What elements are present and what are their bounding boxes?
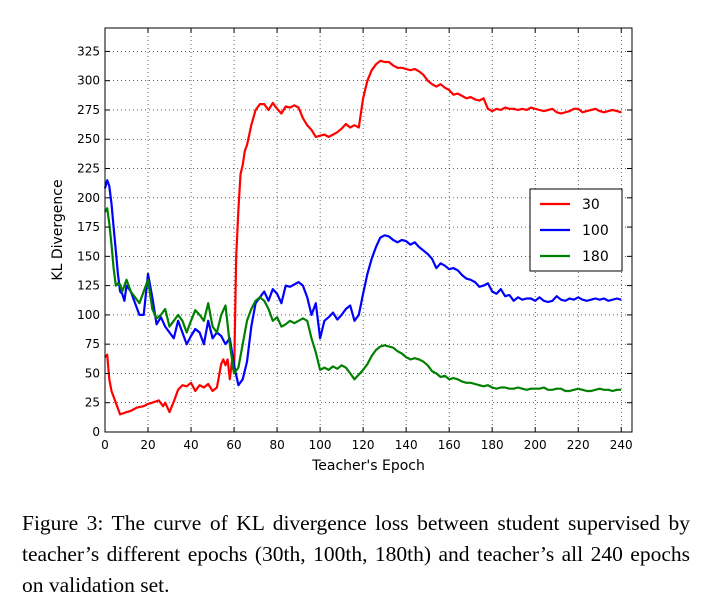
- y-tick-label: 325: [77, 44, 100, 58]
- y-tick-label: 175: [77, 220, 100, 234]
- legend-label-180: 180: [582, 249, 609, 265]
- legend-label-30: 30: [582, 197, 600, 213]
- series-line-30: [104, 59, 622, 416]
- y-tick-label: 25: [85, 396, 100, 410]
- series-line-180: [104, 207, 622, 393]
- x-tick-label: 160: [438, 438, 461, 452]
- x-tick-label: 200: [524, 438, 547, 452]
- x-tick-label: 40: [183, 438, 198, 452]
- x-tick-label: 60: [226, 438, 241, 452]
- legend-label-100: 100: [582, 223, 609, 239]
- figure-caption: Figure 3: The curve of KL divergence los…: [22, 511, 690, 597]
- series-line-100: [103, 179, 622, 387]
- chart-figure: 0 20 40 60 80 100 120 140 160 180 200 220 240 0 25 50 75…: [50, 27, 633, 474]
- y-tick-label: 300: [77, 74, 100, 88]
- y-tick-label: 150: [77, 249, 100, 263]
- x-tick-label: 220: [567, 438, 590, 452]
- y-tick-label: 50: [85, 366, 100, 380]
- x-tick-label: 100: [309, 438, 332, 452]
- y-tick-label: 275: [77, 103, 100, 117]
- plot-frame: [104, 27, 633, 433]
- kl-divergence-chart: 0 20 40 60 80 100 120 140 160 180 200 220 240 0 25 50 75…: [50, 27, 633, 474]
- x-tick-label: 80: [269, 438, 284, 452]
- x-tick-label: 140: [395, 438, 418, 452]
- y-tick-label: 0: [92, 425, 100, 439]
- y-axis-label: KL Divergence: [50, 179, 66, 280]
- y-tick-label: 200: [77, 191, 100, 205]
- x-tick-label: 120: [352, 438, 375, 452]
- x-axis-label: Teacher's Epoch: [311, 458, 425, 474]
- x-tick-label: 20: [140, 438, 155, 452]
- axis-ticks: 0 20 40 60 80 100 120 140 160 180 200 220 240 0 25 50 75…: [77, 28, 633, 452]
- x-tick-label: 0: [101, 438, 109, 452]
- y-tick-label: 100: [77, 308, 100, 322]
- y-tick-label: 225: [77, 162, 100, 176]
- y-tick-label: 75: [85, 337, 100, 351]
- x-tick-label: 180: [481, 438, 504, 452]
- y-tick-label: 250: [77, 132, 100, 146]
- legend: 30 100 180: [529, 188, 623, 272]
- series-lines: [103, 59, 622, 416]
- y-tick-label: 125: [77, 279, 100, 293]
- x-tick-label: 240: [610, 438, 633, 452]
